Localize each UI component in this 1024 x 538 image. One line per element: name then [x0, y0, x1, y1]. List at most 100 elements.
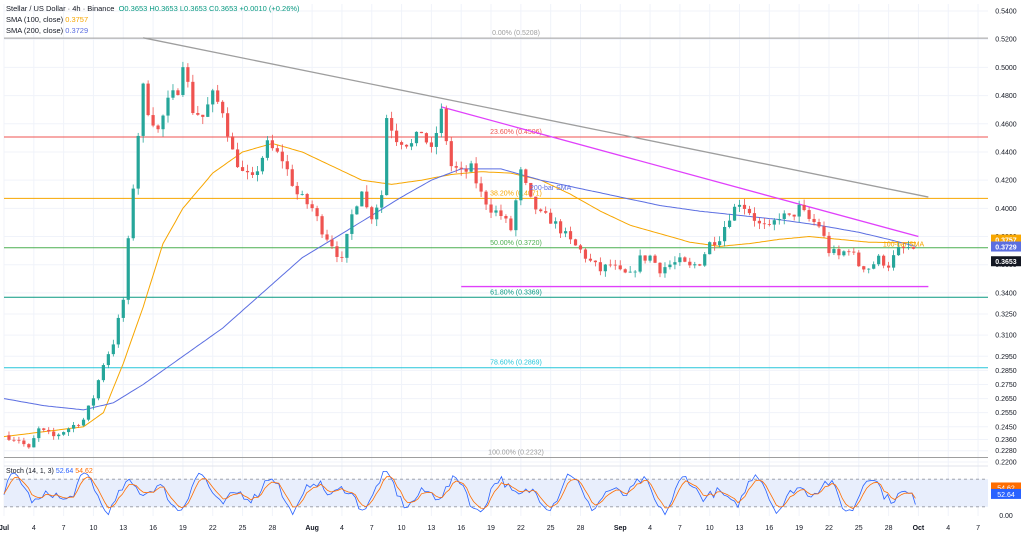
- candle-body: [703, 254, 707, 266]
- candle-body: [827, 235, 831, 254]
- sma100-label: SMA (100, close): [6, 15, 64, 24]
- candle-body: [727, 220, 732, 227]
- candle-body: [862, 266, 866, 270]
- fib-label: 100.00% (0.2232): [488, 449, 544, 456]
- candle-body: [116, 317, 120, 345]
- candle-body: [340, 256, 344, 258]
- candle-body: [444, 108, 448, 142]
- candle-body: [270, 140, 274, 149]
- candle-body: [211, 90, 215, 105]
- stoch-value-tag: [991, 482, 1021, 493]
- candle-body: [514, 200, 518, 231]
- candle-body: [588, 258, 593, 261]
- candle-body: [240, 167, 245, 171]
- time-tick: 7: [62, 525, 66, 532]
- price-tag: [991, 234, 1021, 245]
- annotation-label: 200-bar SMA: [530, 185, 572, 192]
- candle-body: [226, 113, 230, 137]
- candle-body: [399, 142, 404, 145]
- candle-body: [877, 255, 881, 265]
- candle-body: [494, 210, 498, 213]
- price-tick: 0.2950: [995, 354, 1017, 361]
- candle-body: [315, 208, 319, 217]
- time-tick: Oct: [913, 525, 925, 532]
- candle-body: [663, 267, 667, 274]
- candle-body: [906, 246, 911, 248]
- candle-body: [250, 172, 255, 175]
- stoch-pane: 54.6252.640.00: [3, 470, 1021, 520]
- candle-body: [688, 261, 692, 266]
- candle-body: [176, 90, 180, 95]
- candle-body: [310, 204, 314, 209]
- candle-body: [613, 264, 617, 266]
- candle-body: [235, 149, 240, 168]
- price-tick: 0.4400: [995, 149, 1017, 156]
- candle-body: [847, 251, 851, 253]
- candle-body: [375, 207, 379, 220]
- candle-body: [559, 221, 563, 234]
- candle-body: [608, 264, 612, 266]
- sma100-legend: SMA (100, close) 0.3757: [6, 15, 88, 24]
- sma100-value: 0.3757: [65, 15, 89, 24]
- stoch-k-line: [3, 470, 916, 516]
- fib-label: 23.60% (0.4506): [490, 129, 542, 136]
- candle-body: [549, 212, 553, 224]
- candle-body: [81, 419, 86, 426]
- price-tick: 0.3100: [995, 333, 1017, 340]
- candle-body: [911, 246, 916, 249]
- candle-body: [429, 142, 433, 147]
- candle-body: [121, 299, 125, 318]
- fib-label: 0.00% (0.5208): [492, 30, 540, 37]
- candle-body: [201, 114, 205, 117]
- candle-body: [653, 255, 657, 263]
- candle-body: [499, 210, 503, 216]
- candle-body: [335, 246, 339, 257]
- candle-body: [509, 218, 513, 231]
- time-tick: 16: [457, 525, 465, 532]
- candle-body: [385, 118, 389, 196]
- time-tick: Aug: [305, 525, 319, 532]
- price-tick: 0.4800: [995, 93, 1017, 100]
- candle-body: [767, 224, 771, 225]
- price-tag-text: 0.3729: [995, 245, 1017, 252]
- time-tick: 16: [149, 525, 157, 532]
- candle-body: [489, 204, 493, 213]
- candle-body: [22, 440, 26, 445]
- candle-body: [723, 226, 727, 242]
- annotation-label: 100-bar SMA: [883, 241, 925, 248]
- candle-body: [265, 140, 269, 158]
- candle-body: [742, 204, 747, 209]
- candle-body: [409, 143, 414, 147]
- candle-body: [7, 435, 11, 440]
- candle-body: [882, 255, 886, 266]
- candle-body: [762, 223, 766, 225]
- time-tick: 22: [209, 525, 217, 532]
- candle-body: [395, 130, 399, 143]
- candle-body: [618, 265, 622, 270]
- time-tick: 4: [340, 525, 344, 532]
- candle-body: [901, 246, 906, 248]
- time-tick: 28: [885, 525, 893, 532]
- candle-body: [484, 191, 488, 205]
- candle-body: [544, 211, 548, 213]
- candle-body: [419, 131, 424, 134]
- candle-body: [787, 213, 791, 215]
- candle-body: [216, 90, 220, 102]
- candle-body: [752, 213, 757, 221]
- price-tick: 0.2650: [995, 396, 1017, 403]
- time-tick: 7: [370, 525, 374, 532]
- candle-body: [737, 204, 742, 207]
- candle-body: [111, 344, 115, 355]
- candle-body: [623, 269, 627, 273]
- candle-body: [350, 214, 354, 234]
- time-tick: 4: [648, 525, 652, 532]
- candle-body: [37, 428, 41, 439]
- time-tick: 19: [179, 525, 187, 532]
- time-tick: 13: [119, 525, 127, 532]
- candle-body: [713, 242, 717, 246]
- candle-body: [47, 429, 51, 432]
- time-tick: 22: [517, 525, 525, 532]
- candle-body: [231, 136, 235, 150]
- price-tick: 0.5000: [995, 65, 1017, 72]
